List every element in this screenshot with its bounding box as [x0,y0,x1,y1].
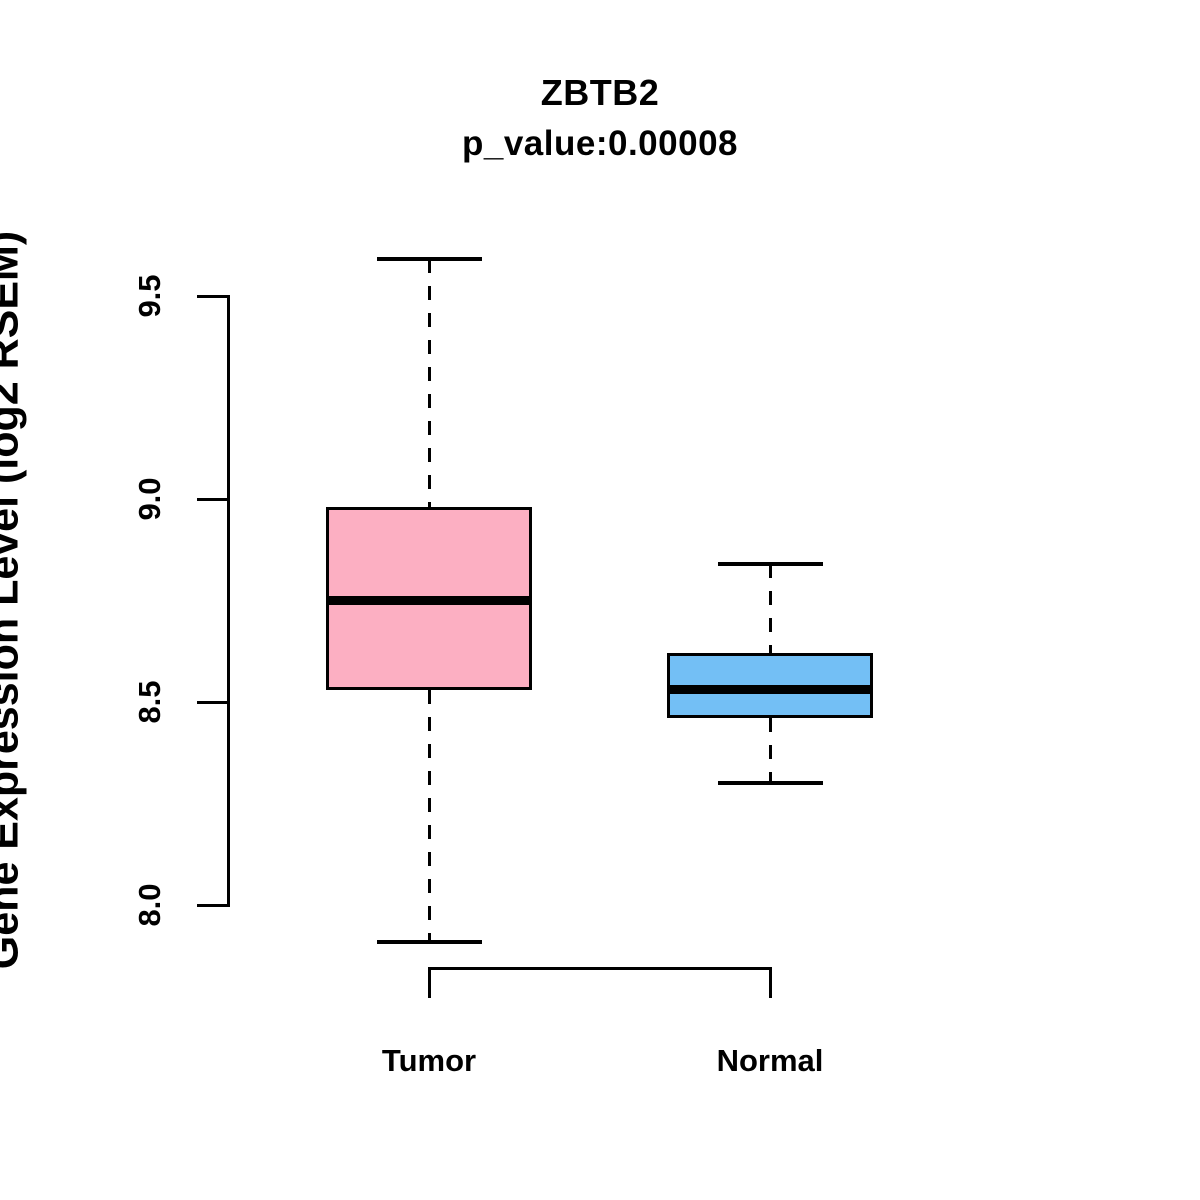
y-tick-label: 8.5 [132,680,167,724]
whisker-upper-normal [769,563,772,654]
x-axis-bracket [428,967,772,970]
median-line-normal [667,685,873,695]
y-tick [197,904,227,907]
y-tick [197,295,227,298]
y-tick-label: 9.5 [132,274,167,318]
gene-title: ZBTB2 [540,72,660,113]
p-value-subtitle: p_value:0.00008 [461,124,738,163]
x-axis-bracket-tick-normal [769,967,772,998]
chart-title-block: ZBTB2 p_value:0.00008 [0,72,1200,164]
whisker-cap-top-tumor [376,257,482,262]
y-axis-line [227,295,230,907]
whisker-lower-normal [769,718,772,784]
whisker-cap-bottom-normal [717,781,823,786]
whisker-upper-tumor [428,259,431,508]
median-line-tumor [326,596,532,605]
y-tick [197,498,227,501]
whisker-lower-tumor [428,689,431,942]
y-tick-label: 9.0 [132,477,167,521]
x-axis-bracket-tick-tumor [428,967,431,998]
y-tick-label: 8.0 [132,883,167,927]
y-tick [197,701,227,704]
x-category-label-normal: Normal [716,1043,824,1078]
x-category-label-tumor: Tumor [381,1043,477,1078]
whisker-cap-bottom-tumor [376,939,482,944]
whisker-cap-top-normal [717,561,823,566]
